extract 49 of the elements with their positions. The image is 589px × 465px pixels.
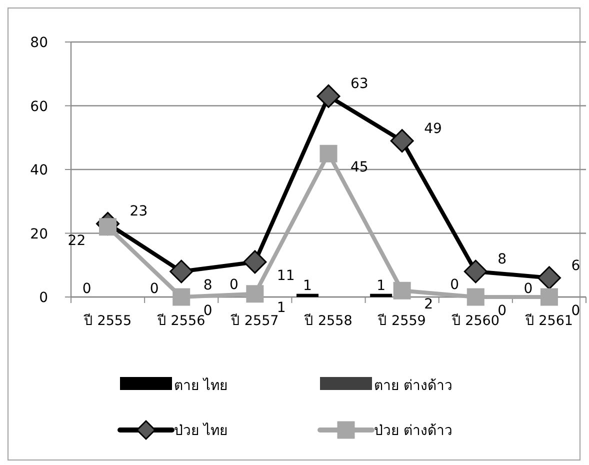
data-label: 45 — [350, 160, 368, 176]
point — [170, 260, 194, 284]
legend-label: ป่วย ไทย — [174, 422, 228, 439]
x-tick-label: ปี 2555 — [82, 313, 132, 329]
point — [320, 144, 338, 162]
data-label: 1 — [276, 300, 286, 316]
x-tick-label: ปี 2560 — [450, 313, 500, 329]
y-tick-label: 60 — [30, 98, 48, 115]
data-label: 0 — [498, 303, 507, 319]
point — [540, 288, 558, 306]
y-tick-label: 80 — [30, 35, 48, 51]
data-label: 2 — [424, 296, 433, 313]
point — [464, 260, 488, 284]
point — [393, 282, 411, 300]
data-label: 0 — [229, 277, 238, 293]
data-label: 63 — [350, 76, 368, 92]
x-tick-label: ปี 2559 — [377, 313, 426, 329]
data-label: 1 — [376, 278, 386, 294]
point — [390, 129, 414, 153]
y-tick-label: 20 — [30, 226, 48, 242]
point — [246, 285, 264, 303]
point — [316, 84, 340, 108]
data-label: 0 — [203, 303, 212, 319]
data-label: 0 — [150, 281, 159, 297]
x-tick-label: ปี 2558 — [304, 313, 352, 329]
data-label: 1 — [303, 278, 312, 294]
data-label: 0 — [82, 281, 92, 297]
data-label: 23 — [130, 204, 148, 220]
data-label: 8 — [203, 278, 212, 294]
x-tick-label: ปี 2556 — [156, 313, 206, 329]
legend-label: ตาย ต่างด้าว — [374, 378, 452, 394]
data-label: 0 — [524, 281, 533, 297]
point — [172, 288, 190, 306]
data-label: 22 — [68, 232, 86, 249]
data-label: 0 — [450, 277, 460, 293]
point — [537, 266, 561, 290]
point — [466, 288, 484, 306]
y-tick-label: 40 — [30, 162, 48, 178]
legend-label: ตาย ไทย — [174, 377, 228, 394]
data-label: 6 — [571, 258, 580, 274]
y-tick-label: 0 — [39, 290, 48, 306]
legend-label: ป่วย ต่างด้าว — [374, 423, 452, 439]
data-label: 8 — [498, 252, 507, 268]
data-label: 0 — [571, 303, 580, 319]
point — [243, 250, 267, 274]
x-tick-label: ปี 2561 — [524, 313, 574, 329]
data-label: 11 — [276, 268, 295, 284]
x-tick-label: ปี 2557 — [230, 313, 279, 329]
data-label: 49 — [424, 120, 442, 137]
